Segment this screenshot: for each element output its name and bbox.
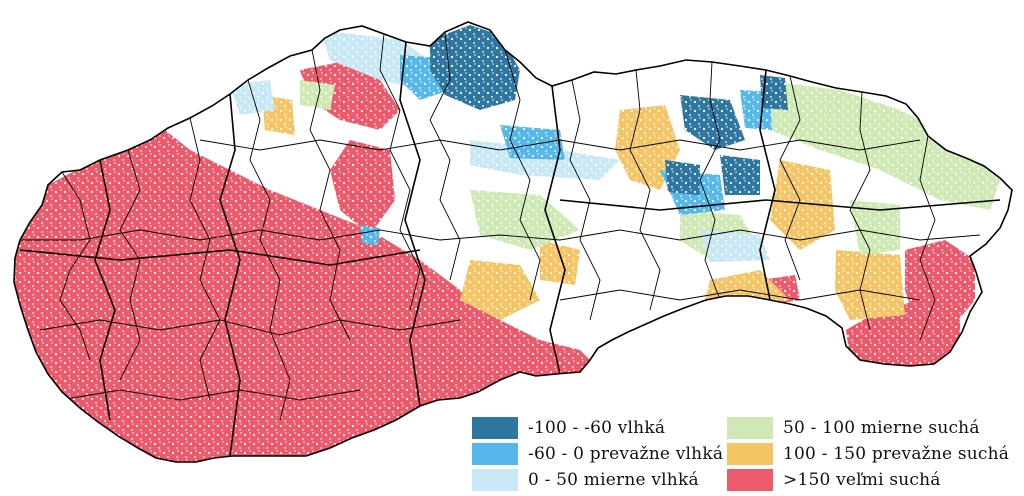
legend-item-mildly-dry: 50 - 100 mierne suchá xyxy=(727,416,980,440)
country-border xyxy=(13,21,1013,463)
legend-item-mildly-wet: 0 - 50 mierne vlhká xyxy=(472,468,699,492)
legend-label-mostly-wet: -60 - 0 prevažne vlhká xyxy=(528,444,724,464)
district-boundaries xyxy=(20,31,981,421)
legend-label-wet: -100 - -60 vlhká xyxy=(528,418,666,438)
legend-label-mildly-dry: 50 - 100 mierne suchá xyxy=(783,418,980,438)
legend-swatch-wet xyxy=(472,417,518,439)
legend-label-mostly-dry: 100 - 150 prevažne suchá xyxy=(783,444,1010,464)
legend-label-very-dry: >150 veľmi suchá xyxy=(783,470,941,490)
legend-swatch-very-dry xyxy=(727,469,773,491)
region-boundaries xyxy=(19,41,1001,457)
legend-label-mildly-wet: 0 - 50 mierne vlhká xyxy=(528,470,699,490)
legend-swatch-mildly-dry xyxy=(727,417,773,439)
map-legend: -100 - -60 vlhká -60 - 0 prevažne vlhká … xyxy=(472,412,1017,494)
legend-item-mostly-dry: 100 - 150 prevažne suchá xyxy=(727,442,1009,466)
legend-swatch-mostly-dry xyxy=(727,443,773,465)
legend-item-mostly-wet: -60 - 0 prevažne vlhká xyxy=(472,442,723,466)
legend-swatch-mildly-wet xyxy=(472,469,518,491)
legend-item-wet: -100 - -60 vlhká xyxy=(472,416,665,440)
legend-swatch-mostly-wet xyxy=(472,443,518,465)
legend-item-very-dry: >150 veľmi suchá xyxy=(727,468,941,492)
